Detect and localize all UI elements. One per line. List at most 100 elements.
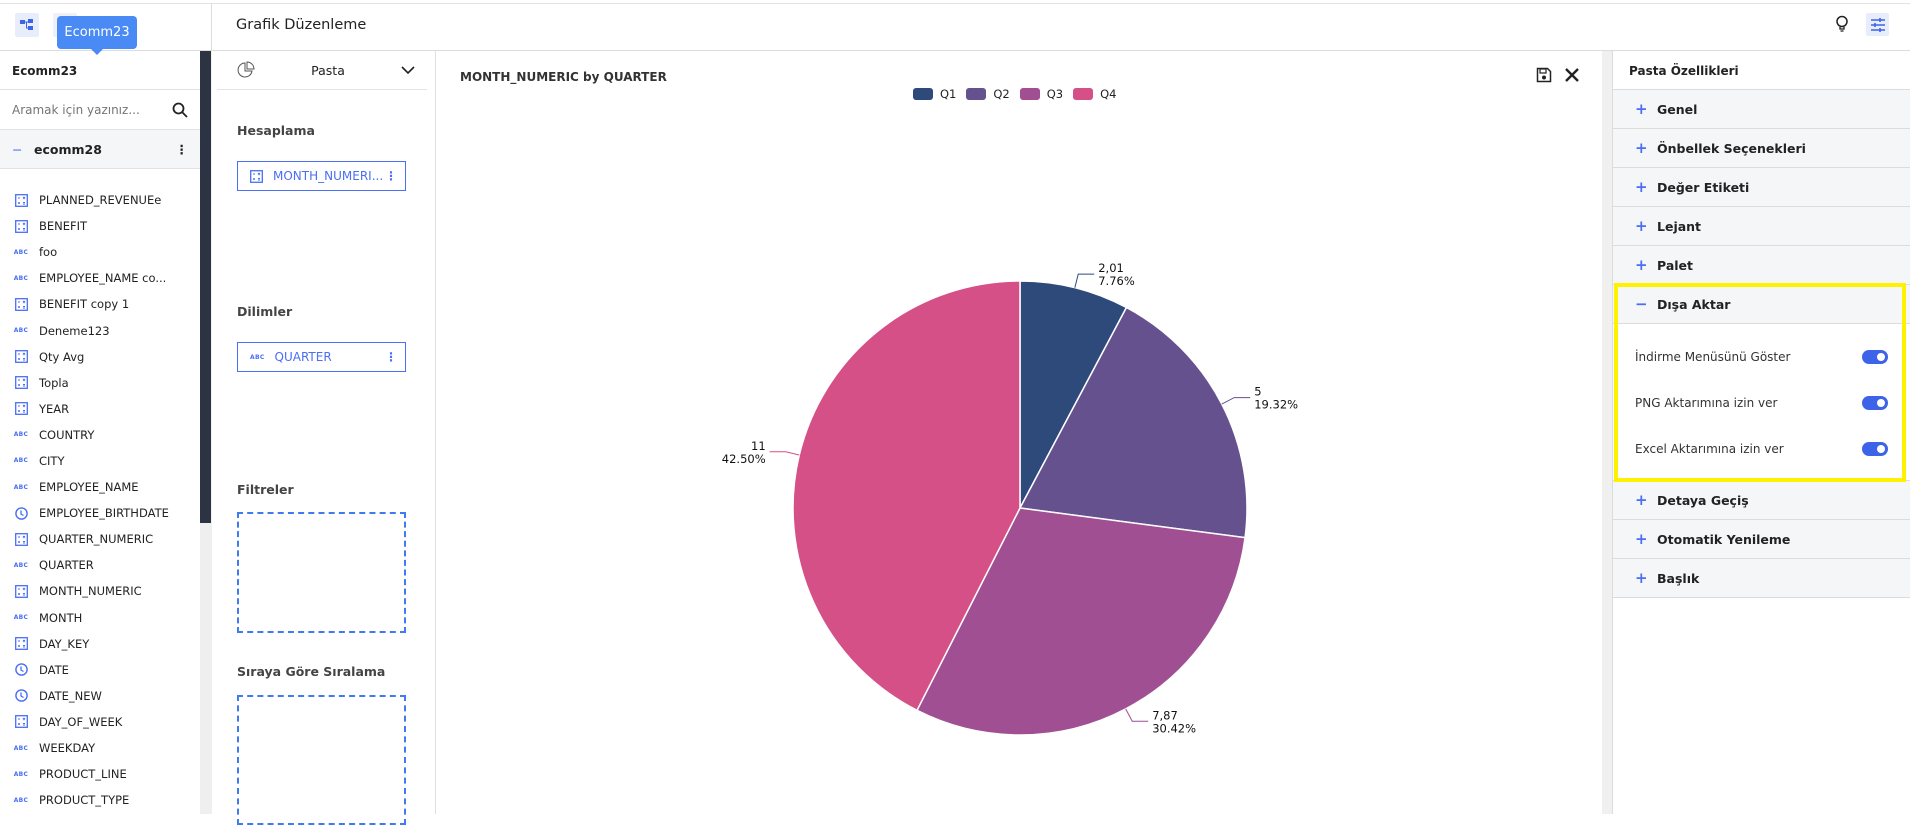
clock-icon — [13, 506, 29, 520]
field-label: CITY — [39, 453, 65, 468]
text-type-icon: ABC — [13, 561, 29, 569]
section-ba-l-k[interactable]: + Başlık — [1613, 559, 1910, 598]
tree-view-icon[interactable] — [15, 13, 39, 37]
field-item[interactable]: MONTH_NUMERIC — [0, 578, 200, 604]
chevron-down-icon[interactable] — [401, 66, 415, 74]
measure-icon — [13, 532, 29, 546]
field-item[interactable]: ABC WEEKDAY — [0, 735, 200, 761]
section-genel[interactable]: + Genel — [1613, 90, 1910, 129]
field-item[interactable]: ABC MONTH — [0, 605, 200, 631]
pie-slice-q1[interactable] — [1019, 280, 1128, 509]
text-type-icon: ABC — [13, 770, 29, 778]
legend-label: Q2 — [993, 87, 1010, 101]
panel-gap — [1602, 51, 1612, 814]
measure-field-name: MONTH_NUMERI... — [273, 169, 384, 183]
sort-label: Sıraya Göre Sıralama — [237, 664, 386, 679]
field-item[interactable]: ABC COUNTRY — [0, 422, 200, 448]
field-item[interactable]: DATE — [0, 657, 200, 683]
field-label: foo — [39, 245, 58, 260]
toggle-row: Excel Aktarımına izin ver — [1613, 426, 1910, 472]
legend-swatch — [913, 88, 933, 100]
section-export[interactable]: − Dışa Aktar — [1613, 285, 1910, 324]
label-leader-line — [769, 451, 800, 456]
value-label: 7,87 — [1152, 708, 1178, 722]
field-item[interactable]: ABC PRODUCT_LINE — [0, 761, 200, 787]
legend-swatch — [1073, 88, 1094, 100]
field-menu-icon[interactable]: ⋮ — [385, 169, 397, 183]
field-label: BENEFIT — [39, 219, 88, 234]
field-label: BENEFIT copy 1 — [39, 297, 130, 312]
field-label: PRODUCT_LINE — [39, 767, 127, 782]
measure-icon — [250, 169, 263, 183]
field-item[interactable]: ABC EMPLOYEE_NAME co... — [0, 265, 200, 291]
text-type-icon: ABC — [250, 353, 265, 361]
section-label: Lejant — [1657, 218, 1702, 234]
field-label: DAY_KEY — [39, 636, 90, 651]
section-otomatik-yenileme[interactable]: + Otomatik Yenileme — [1613, 520, 1910, 559]
search-input[interactable] — [12, 102, 162, 117]
field-item[interactable]: DAY_OF_WEEK — [0, 709, 200, 735]
data-source-sidebar: Ecomm23 − ecomm28 ⋮ PLANNED_REVENUEe BENE… — [0, 51, 200, 814]
legend-item[interactable]: Q2 — [966, 87, 1010, 101]
field-item[interactable]: ABC CITY — [0, 448, 200, 474]
section-detaya-ge-i-[interactable]: + Detaya Geçiş — [1613, 481, 1910, 520]
sort-drop-zone[interactable] — [237, 695, 406, 825]
section-palet[interactable]: + Palet — [1613, 246, 1910, 285]
sidebar-scrollbar[interactable] — [200, 51, 211, 523]
toggle-switch[interactable] — [1862, 350, 1888, 364]
section-label: Önbellek Seçenekleri — [1657, 140, 1806, 156]
legend-swatch — [966, 88, 987, 100]
field-item[interactable]: YEAR — [0, 396, 200, 422]
toggle-switch[interactable] — [1862, 442, 1888, 456]
field-item[interactable]: BENEFIT copy 1 — [0, 291, 200, 317]
save-icon[interactable] — [1536, 67, 1552, 83]
field-item[interactable]: ABC Deneme123 — [0, 317, 200, 343]
field-item[interactable]: DAY_KEY — [0, 631, 200, 657]
field-item[interactable]: ABC foo — [0, 239, 200, 265]
field-item[interactable]: Topla — [0, 370, 200, 396]
collapse-icon[interactable]: − — [12, 141, 23, 157]
field-item[interactable]: EMPLOYEE_BIRTHDATE — [0, 500, 200, 526]
measure-field-chip[interactable]: MONTH_NUMERI... ⋮ — [237, 161, 406, 191]
chart-type-value: Pasta — [311, 62, 345, 78]
pie-slice-q2[interactable] — [1018, 306, 1248, 539]
toggle-switch[interactable] — [1862, 396, 1888, 410]
field-menu-icon[interactable]: ⋮ — [385, 350, 397, 364]
slice-field-chip[interactable]: ABC QUARTER ⋮ — [237, 342, 406, 372]
chart-type-select[interactable]: Pasta — [217, 51, 427, 90]
field-item[interactable]: BENEFIT — [0, 213, 200, 239]
measure-icon — [13, 297, 29, 311]
text-type-icon: ABC — [13, 327, 29, 335]
field-item[interactable]: ABC PRODUCT_TYPE — [0, 787, 200, 813]
label-leader-line — [1074, 273, 1095, 288]
legend-item[interactable]: Q4 — [1073, 87, 1117, 101]
legend-item[interactable]: Q3 — [1019, 87, 1063, 101]
more-options-icon[interactable]: ⋮ — [175, 141, 189, 157]
filters-drop-zone[interactable] — [237, 512, 406, 633]
settings-sliders-icon[interactable] — [1866, 13, 1889, 36]
lightbulb-icon[interactable] — [1830, 12, 1854, 36]
field-label: PRODUCT_TYPE — [39, 793, 130, 808]
text-type-icon: ABC — [13, 274, 29, 282]
field-label: DAY_OF_WEEK — [39, 714, 123, 729]
pie-slice-q4[interactable] — [792, 280, 1021, 712]
field-item[interactable]: QUARTER_NUMERIC — [0, 526, 200, 552]
section-lejant[interactable]: + Lejant — [1613, 207, 1910, 246]
section-de-er-etiketi[interactable]: + Değer Etiketi — [1613, 168, 1910, 207]
source-title: Ecomm23 — [0, 51, 200, 90]
field-item[interactable]: ABC QUARTER — [0, 552, 200, 578]
section-label: Otomatik Yenileme — [1657, 531, 1791, 547]
field-item[interactable]: DATE_NEW — [0, 683, 200, 709]
close-icon[interactable] — [1564, 67, 1580, 83]
search-icon[interactable] — [172, 102, 188, 118]
folder-row[interactable]: − ecomm28 ⋮ — [0, 130, 200, 169]
legend-item[interactable]: Q1 — [913, 87, 956, 101]
field-label: QUARTER_NUMERIC — [39, 532, 154, 547]
field-item[interactable]: Qty Avg — [0, 344, 200, 370]
field-item[interactable]: ABC EMPLOYEE_NAME — [0, 474, 200, 500]
section--nbellek-se-enekleri[interactable]: + Önbellek Seçenekleri — [1613, 129, 1910, 168]
tooltip: Ecomm23 — [57, 16, 137, 55]
measure-icon — [13, 637, 29, 651]
pie-slice-q3[interactable] — [915, 507, 1246, 736]
field-item[interactable]: PLANNED_REVENUEe — [0, 187, 200, 213]
